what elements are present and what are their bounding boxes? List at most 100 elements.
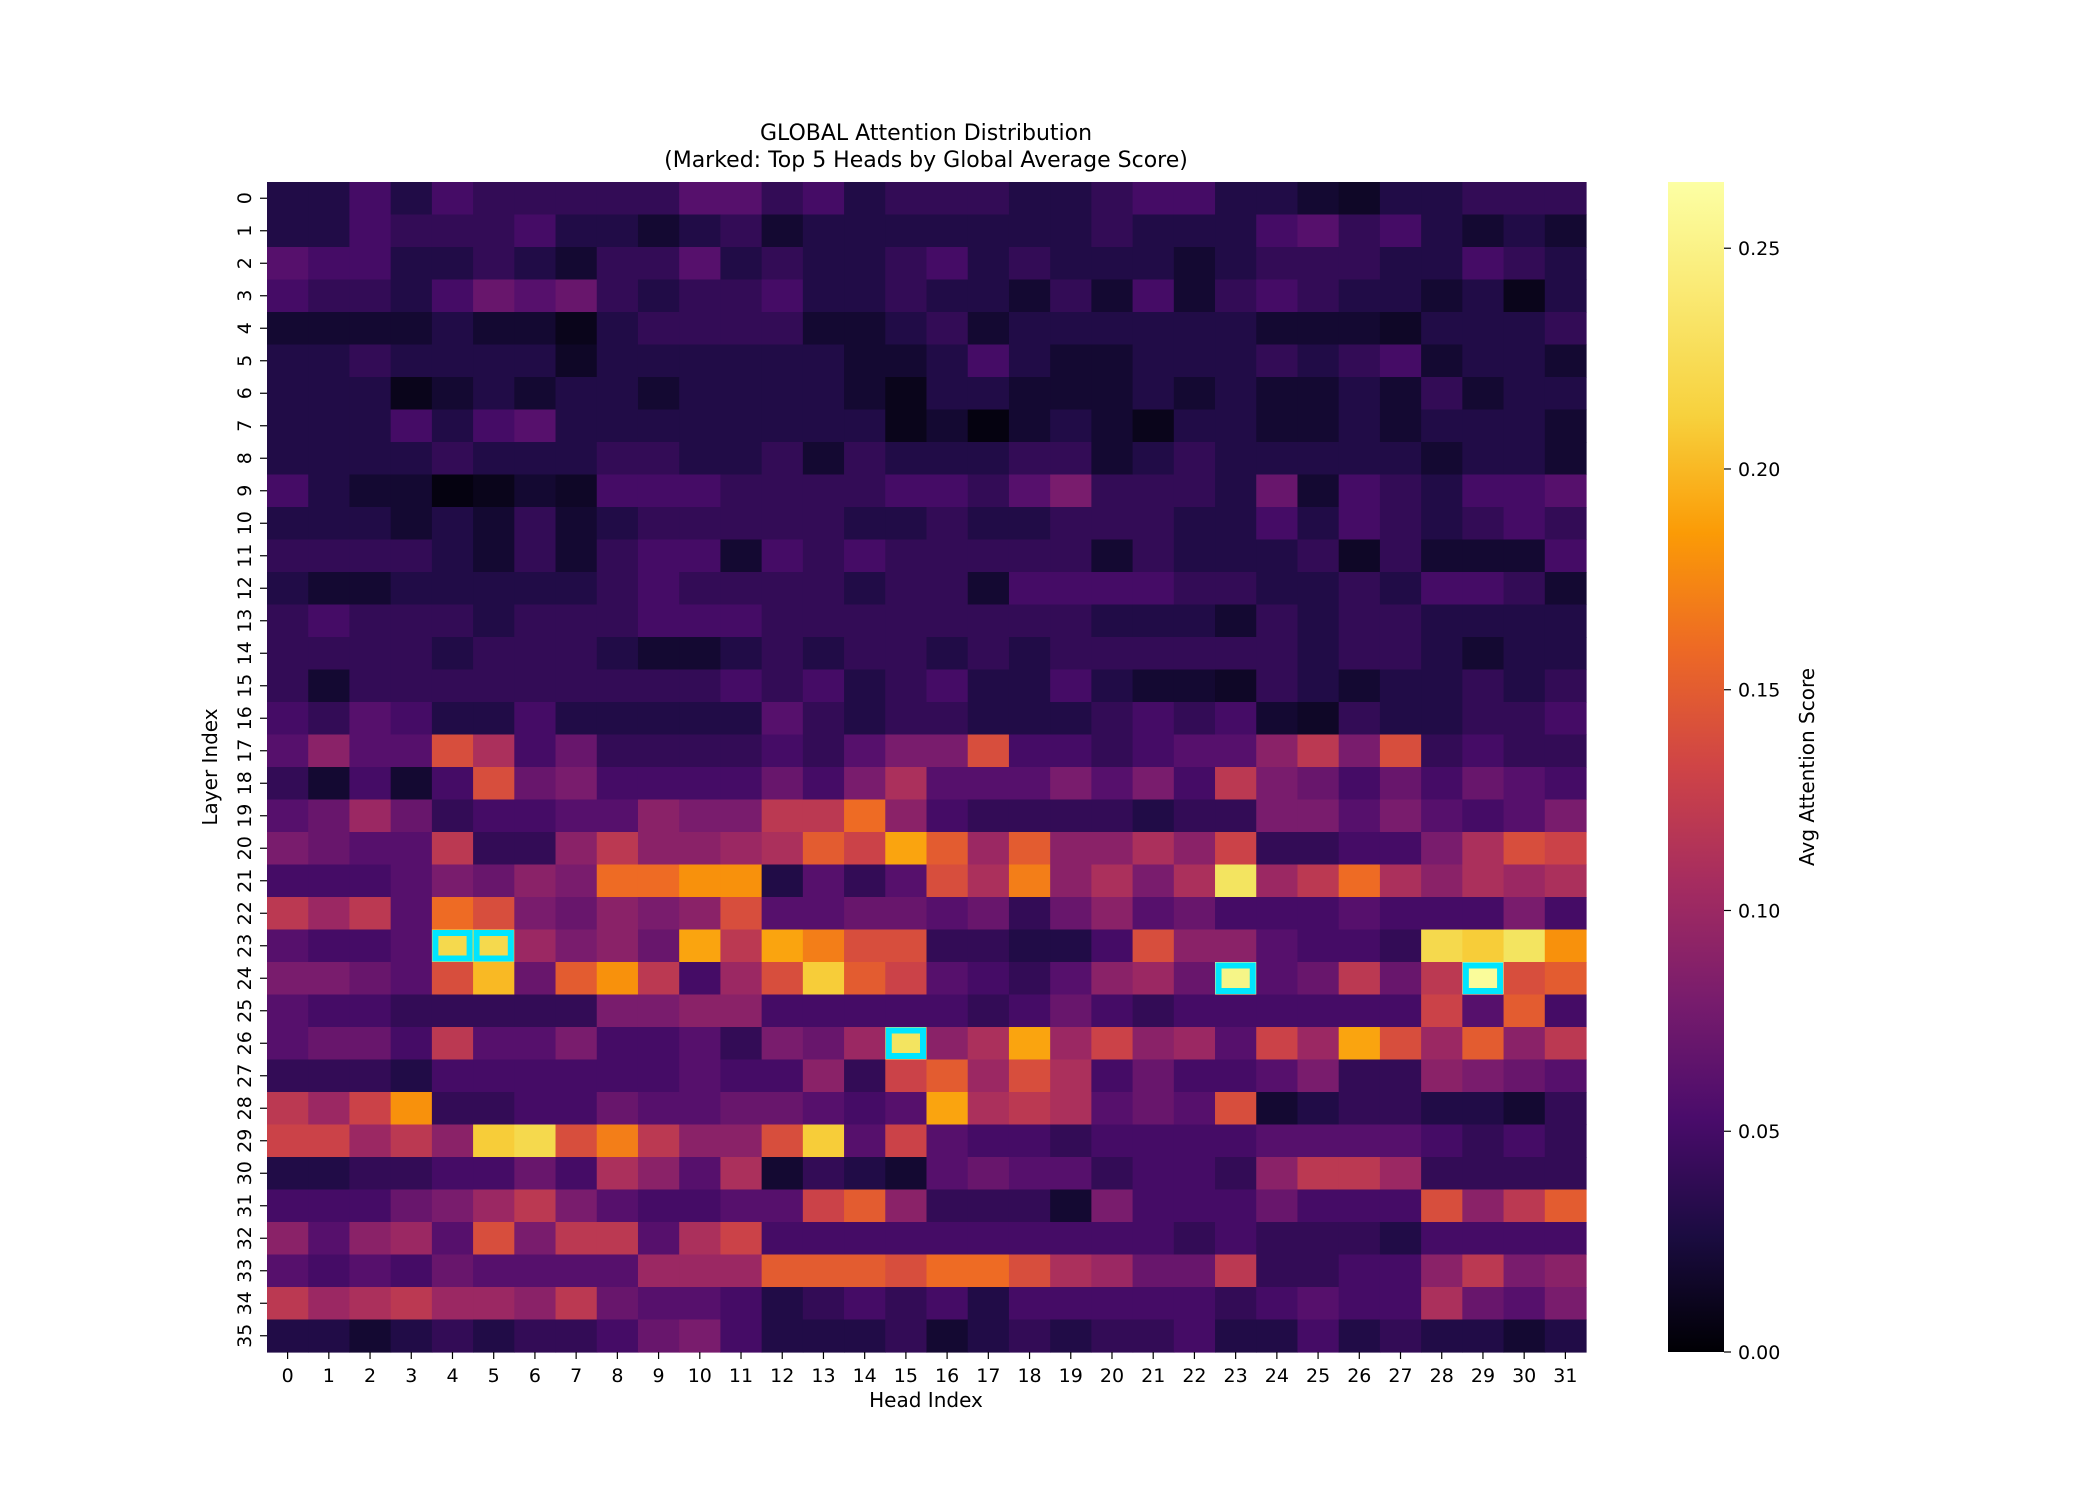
heatmap-cell-l7-h20 [1091,409,1134,443]
heatmap-cell-l0-h18 [1008,182,1051,216]
heatmap-cell-l33-h0 [267,1254,309,1288]
heatmap-cell-l31-h27 [1379,1189,1422,1223]
heatmap-cell-l30-h3 [390,1157,433,1191]
heatmap-cell-l14-h22 [1173,637,1216,671]
heatmap-cell-l32-h4 [431,1222,474,1256]
x-tick-label: 23 [1224,1365,1248,1387]
heatmap-cell-l18-h9 [637,767,680,801]
heatmap-cell-l2-h0 [267,247,309,281]
heatmap-cell-l31-h0 [267,1189,309,1223]
heatmap-cell-l21-h10 [679,864,722,898]
heatmap-cell-l20-h2 [349,832,392,866]
heatmap-cell-l10-h18 [1008,507,1051,541]
colorbar-tick-label: 0.25 [1738,238,1780,260]
heatmap-cell-l19-h9 [637,799,680,833]
heatmap-cell-l6-h6 [514,377,557,411]
heatmap-cell-l17-h6 [514,734,557,768]
heatmap-cell-l14-h23 [1215,637,1257,671]
heatmap-cell-l25-h10 [679,994,722,1028]
heatmap-cell-l16-h30 [1503,702,1546,736]
y-tick-label: 29 [234,1129,256,1153]
heatmap-cell-l22-h5 [473,897,515,931]
heatmap-cell-l2-h11 [720,247,763,281]
heatmap-cell-l9-h9 [637,474,680,508]
y-tick-label: 25 [234,999,256,1023]
heatmap-cell-l26-h11 [720,1027,763,1061]
heatmap-cell-l24-h6 [514,962,557,996]
heatmap-cell-l2-h2 [349,247,392,281]
heatmap-cell-l20-h30 [1503,832,1546,866]
heatmap-cell-l7-h17 [967,409,1010,443]
heatmap-cell-l35-h8 [596,1319,639,1353]
heatmap-cell-l23-h12 [761,929,804,963]
heatmap-cell-l17-h24 [1256,734,1299,768]
heatmap-cell-l23-h30 [1503,929,1546,963]
heatmap-cell-l1-h0 [267,214,309,248]
heatmap-cell-l23-h19 [1050,929,1092,963]
heatmap-cell-l13-h28 [1421,604,1463,638]
heatmap-cell-l27-h11 [720,1059,763,1093]
heatmap-cell-l14-h5 [473,637,515,671]
heatmap-cell-l26-h19 [1050,1027,1092,1061]
heatmap-cell-l12-h11 [720,572,763,606]
heatmap-cell-l33-h14 [844,1254,886,1288]
heatmap-cell-l32-h14 [844,1222,886,1256]
heatmap-cell-l4-h22 [1173,312,1216,346]
heatmap-cell-l7-h22 [1173,409,1216,443]
heatmap-cell-l12-h22 [1173,572,1216,606]
heatmap-cell-l7-h21 [1132,409,1175,443]
heatmap-cell-l15-h24 [1256,669,1299,703]
x-tick-label: 2 [364,1365,376,1387]
heatmap-cell-l20-h12 [761,832,804,866]
x-tick-label: 27 [1388,1365,1412,1387]
heatmap-cell-l29-h31 [1544,1124,1587,1158]
heatmap-cell-l0-h0 [267,182,309,216]
heatmap-cell-l28-h26 [1338,1092,1381,1126]
heatmap-cell-l6-h13 [802,377,845,411]
x-tick-label: 6 [529,1365,541,1387]
heatmap-cell-l14-h0 [267,637,309,671]
heatmap-cell-l32-h20 [1091,1222,1134,1256]
heatmap-cell-l1-h20 [1091,214,1134,248]
heatmap-cell-l3-h25 [1297,279,1340,313]
heatmap-cell-l29-h25 [1297,1124,1340,1158]
heatmap-cell-l30-h12 [761,1157,804,1191]
heatmap-cell-l22-h17 [967,897,1010,931]
heatmap-cell-l21-h0 [267,864,309,898]
heatmap-cell-l16-h21 [1132,702,1175,736]
heatmap-cell-l22-h1 [308,897,351,931]
heatmap-cell-l4-h27 [1379,312,1422,346]
heatmap-cell-l33-h12 [761,1254,804,1288]
heatmap-cell-l32-h3 [390,1222,433,1256]
heatmap-cell-l33-h28 [1421,1254,1463,1288]
heatmap-cell-l28-h28 [1421,1092,1463,1126]
heatmap-cell-l20-h9 [637,832,680,866]
heatmap-cell-l15-h11 [720,669,763,703]
heatmap-cell-l35-h13 [802,1319,845,1353]
heatmap-cell-l13-h9 [637,604,680,638]
heatmap-cell-l4-h7 [555,312,598,346]
heatmap-cell-l25-h26 [1338,994,1381,1028]
heatmap-cell-l28-h8 [596,1092,639,1126]
heatmap-cell-l32-h27 [1379,1222,1422,1256]
heatmap-cell-l0-h19 [1050,182,1092,216]
heatmap-cell-l13-h20 [1091,604,1134,638]
heatmap-cell-l14-h21 [1132,637,1175,671]
heatmap-cell-l30-h17 [967,1157,1010,1191]
x-axis-ticks: 0 1 2 3 4 5 6 7 8 9 10 11 12 13 14 15 16 17 18 19 20 21 22 23 24… [282,1352,1577,1387]
heatmap-cell-l32-h22 [1173,1222,1216,1256]
heatmap-cell-l10-h31 [1544,507,1587,541]
heatmap-cell-l18-h13 [802,767,845,801]
heatmap-cell-l24-h9 [637,962,680,996]
heatmap-cell-l10-h1 [308,507,351,541]
heatmap-cell-l9-h22 [1173,474,1216,508]
heatmap-cell-l10-h9 [637,507,680,541]
heatmap-cell-l1-h18 [1008,214,1051,248]
heatmap-cell-l31-h15 [885,1189,928,1223]
heatmap-cell-l5-h4 [431,344,474,378]
heatmap-cell-l6-h12 [761,377,804,411]
heatmap-cell-l21-h16 [926,864,969,898]
colorbar-label: Avg Attention Score [1795,668,1819,866]
heatmap-cell-l35-h7 [555,1319,598,1353]
heatmap-cell-l15-h26 [1338,669,1381,703]
